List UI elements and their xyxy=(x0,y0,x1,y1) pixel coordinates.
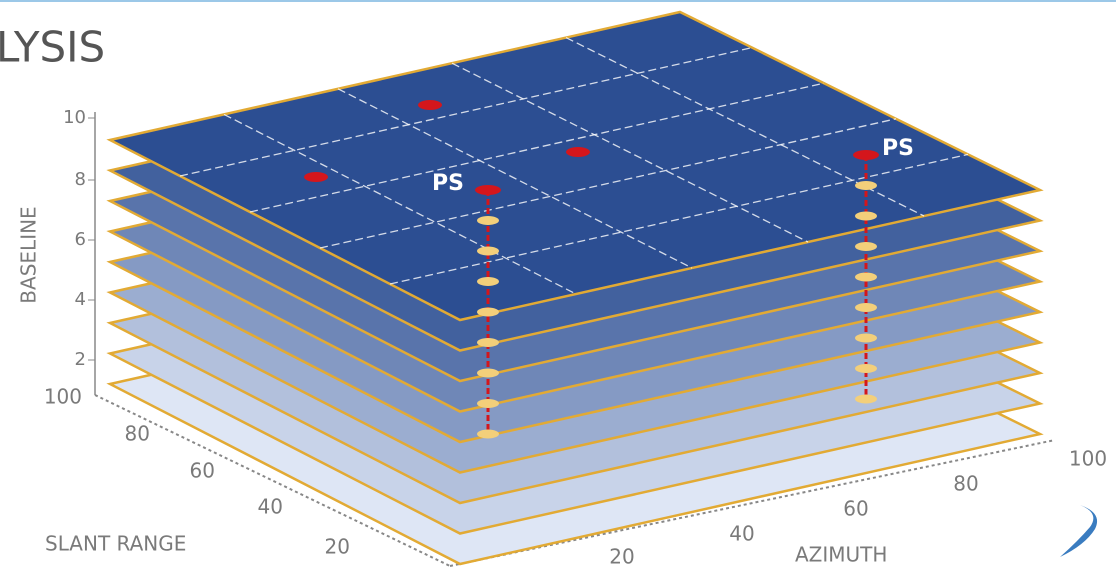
image-grid xyxy=(249,82,825,213)
slant-range-tick-label: 40 xyxy=(258,495,283,519)
ps-echo xyxy=(477,277,499,286)
baseline-axis-label: BASELINE xyxy=(17,206,41,303)
image-grid xyxy=(223,113,577,295)
ps-echo xyxy=(477,216,499,225)
azimuth-tick-label: 60 xyxy=(843,497,868,521)
logo xyxy=(1060,505,1098,557)
azimuth-tick-label: 100 xyxy=(1069,447,1107,471)
azimuth-axis-label: AZIMUTH xyxy=(795,543,887,567)
image-grid xyxy=(565,37,925,217)
image-grid xyxy=(179,46,753,177)
ps-echo xyxy=(477,246,499,256)
image-grid xyxy=(319,118,897,249)
image-grid xyxy=(451,62,809,243)
overlay: PS PS 2 4 6 8 10 20 40 60 80 100 20 40 60 80 100 xyxy=(44,100,1107,568)
ps-echo xyxy=(477,368,499,378)
ps-echo xyxy=(855,394,877,404)
image-grid xyxy=(337,88,693,269)
slant-range-tick-label: 60 xyxy=(190,459,215,483)
baseline-tick-label: 2 xyxy=(75,349,86,370)
baseline-tick-label: 8 xyxy=(75,169,86,190)
slant-range-tick-label: 20 xyxy=(325,535,350,559)
azimuth-tick-label: 80 xyxy=(953,472,978,496)
red-scatterer xyxy=(566,147,590,157)
image-grid xyxy=(389,153,969,285)
ps-label: PS xyxy=(432,171,464,196)
slant-range-tick-label: 80 xyxy=(125,422,150,446)
baseline-tick-label: 6 xyxy=(75,229,86,250)
ps-echo xyxy=(855,303,877,312)
slant-range-axis-label: SLANT RANGE xyxy=(45,532,186,556)
ps-echo xyxy=(855,242,877,251)
azimuth-tick-label: 40 xyxy=(729,522,754,546)
azimuth-axis xyxy=(449,439,1056,567)
ps-echo xyxy=(477,307,499,317)
slant-range-tick-label: 100 xyxy=(44,385,82,409)
red-scatterer xyxy=(418,100,442,110)
ps-echo xyxy=(855,333,877,343)
ps-echo xyxy=(477,338,499,347)
ps-marker xyxy=(853,150,879,160)
azimuth-tick-label: 20 xyxy=(609,545,634,568)
title: LYSIS xyxy=(0,23,105,72)
layer-stack xyxy=(94,10,1056,567)
baseline-tick-label: 4 xyxy=(75,289,86,310)
ps-marker xyxy=(475,185,501,195)
red-scatterer xyxy=(304,172,328,182)
ps-echo xyxy=(477,399,499,408)
ps-label: PS xyxy=(882,136,914,161)
baseline-tick-label: 10 xyxy=(63,107,86,128)
ps-echo xyxy=(855,364,877,373)
ps-echo xyxy=(855,181,877,190)
image-layer xyxy=(106,10,1044,322)
ps-echo xyxy=(855,272,877,282)
ps-echo xyxy=(855,211,877,221)
ps-echo xyxy=(477,429,499,439)
